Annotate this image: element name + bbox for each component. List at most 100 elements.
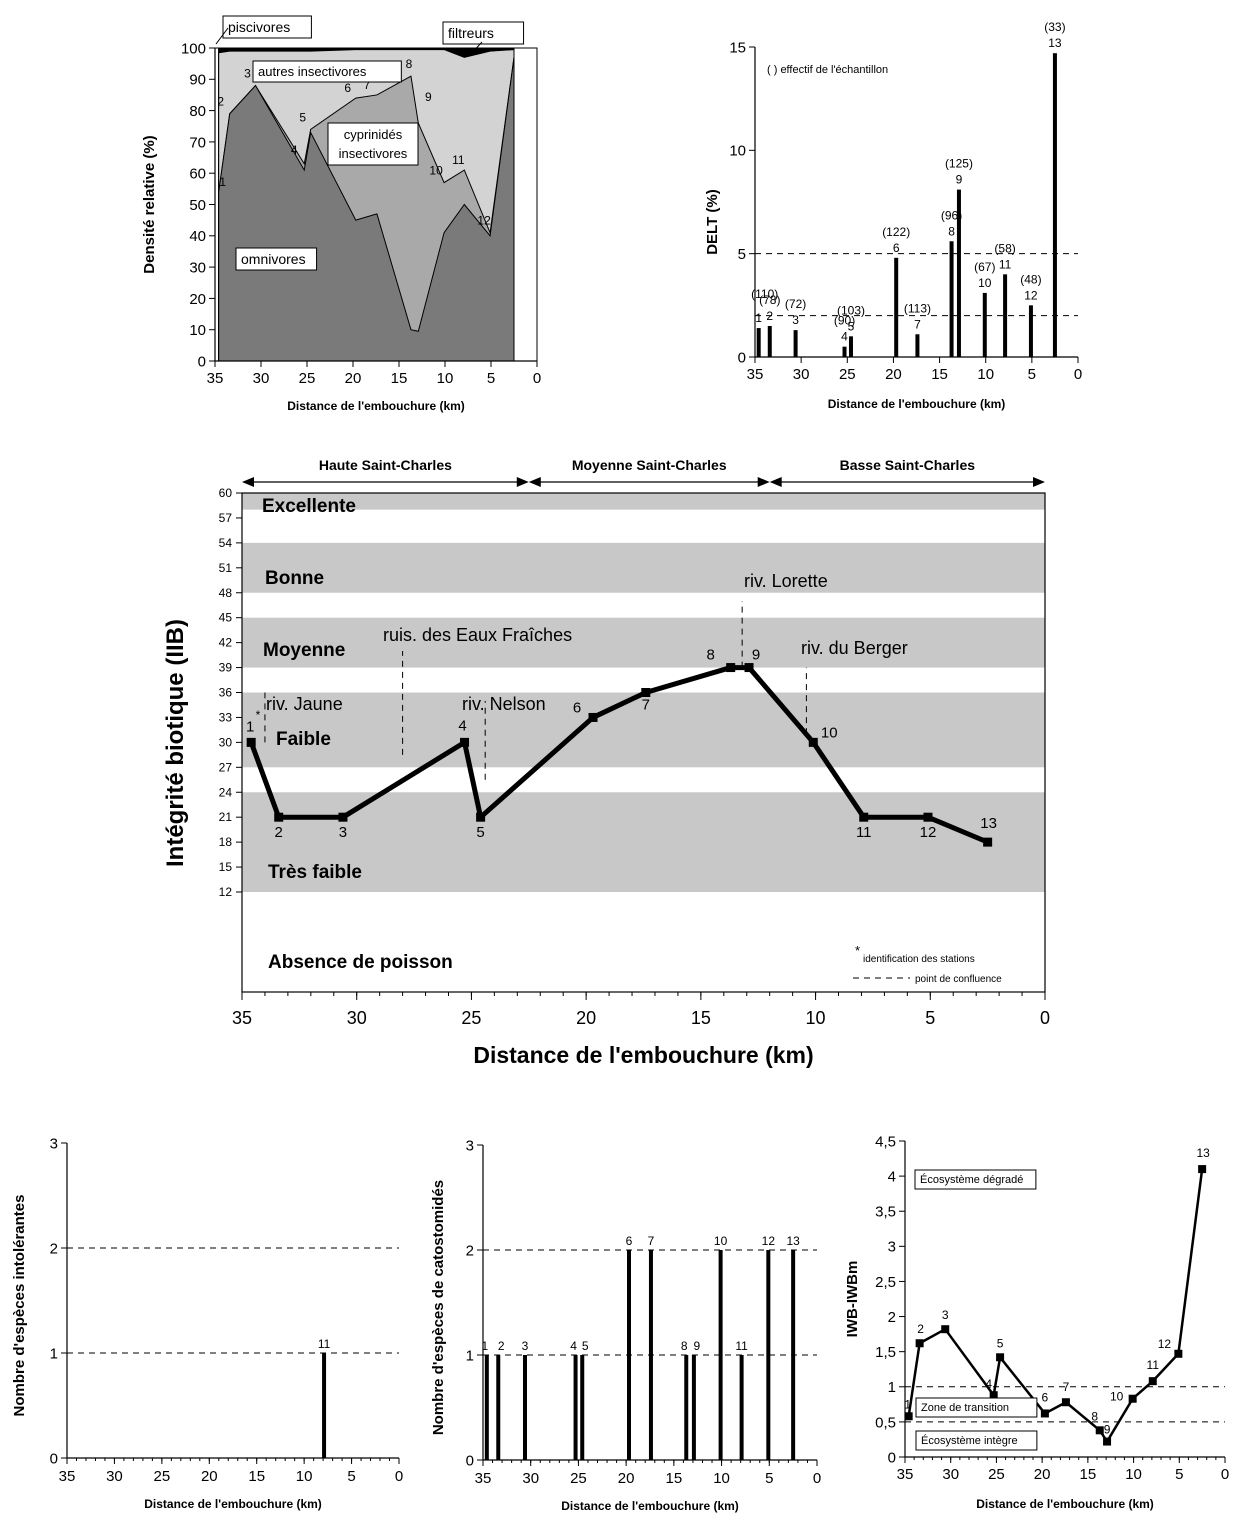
delt-station-label: 7 bbox=[914, 317, 921, 331]
iwb-point bbox=[989, 1391, 998, 1400]
iib-point bbox=[274, 812, 284, 822]
iib-y-tick-label: 18 bbox=[219, 835, 233, 849]
iwb-point bbox=[1103, 1437, 1112, 1446]
iib-legend-station: identification des stations bbox=[863, 954, 975, 965]
density-label-autres: autres insectivores bbox=[252, 60, 402, 83]
iib-band-label: Faible bbox=[276, 729, 331, 750]
iwb-zone-transition: Zone de transition bbox=[915, 1397, 1038, 1418]
delt-y-tick-label: 15 bbox=[729, 39, 746, 56]
iib-y-tick-label: 12 bbox=[219, 885, 233, 899]
iwb-point bbox=[915, 1339, 924, 1348]
delt-y-tick-label: 5 bbox=[738, 246, 746, 263]
iib-section-label: Basse Saint-Charles bbox=[840, 457, 976, 473]
catostomids-bar bbox=[718, 1250, 723, 1460]
density-x-tick-label: 15 bbox=[391, 370, 408, 387]
iib-station-label: 12 bbox=[920, 824, 937, 841]
intolerant-x-tick-label: 5 bbox=[347, 1468, 355, 1485]
iib-y-tick-label: 36 bbox=[219, 686, 233, 700]
delt-bar bbox=[756, 328, 761, 357]
density-station-label: 5 bbox=[299, 110, 306, 124]
density-y-tick-label: 0 bbox=[198, 353, 206, 370]
iib-point bbox=[641, 688, 651, 697]
iib-y-tick-label: 48 bbox=[219, 586, 233, 600]
iwb-y-tick-label: 4,5 bbox=[875, 1133, 896, 1150]
iib-station-label: 10 bbox=[821, 724, 838, 741]
density-station-label: 11 bbox=[452, 153, 465, 167]
iib-section-arrowhead bbox=[528, 477, 541, 487]
delt-bar bbox=[1028, 305, 1033, 357]
density-y-tick-label: 60 bbox=[189, 166, 206, 183]
delt-count-label: (48) bbox=[1020, 272, 1041, 286]
iib-station-label: 6 bbox=[573, 699, 581, 716]
iib-point bbox=[588, 712, 598, 722]
iib-x-tick-label: 35 bbox=[232, 1008, 252, 1028]
density-label-cyprinides-line: insectivores bbox=[339, 146, 408, 161]
iib-band-label: Moyenne bbox=[263, 640, 345, 661]
catostomids-x-tick-label: 30 bbox=[522, 1470, 539, 1487]
density-x-label: Distance de l'embouchure (km) bbox=[287, 399, 465, 413]
iib-section-label: Haute Saint-Charles bbox=[319, 457, 452, 473]
density-station-label: 1 bbox=[219, 175, 226, 189]
delt-station-label: 1 bbox=[755, 311, 762, 325]
iwb-point bbox=[1128, 1394, 1137, 1403]
density-x-tick-label: 20 bbox=[345, 370, 362, 387]
catostomids-y-tick-label: 2 bbox=[466, 1242, 474, 1259]
iwb-y-tick-label: 0,5 bbox=[875, 1414, 896, 1431]
iwb-zone-degraded-box bbox=[914, 1169, 1037, 1190]
catostomids-bar bbox=[522, 1355, 527, 1460]
intolerant-y-tick-label: 2 bbox=[50, 1240, 58, 1257]
iib-point bbox=[476, 812, 486, 822]
iib-station-label: 4 bbox=[458, 717, 466, 734]
density-y-tick-label: 70 bbox=[189, 134, 206, 151]
catostomids-station-label: 13 bbox=[786, 1234, 800, 1248]
iib-station-label: 9 bbox=[752, 647, 760, 664]
delt-x-tick-label: 15 bbox=[931, 366, 948, 383]
intolerant-y-label: Nombre d'espèces intolérantes bbox=[11, 1195, 28, 1417]
density-label-piscivores-box bbox=[222, 15, 312, 39]
catostomids-bar bbox=[580, 1355, 585, 1460]
delt-x-tick-label: 35 bbox=[747, 366, 764, 383]
iib-y-tick-label: 39 bbox=[219, 661, 233, 675]
density-y-tick-label: 80 bbox=[189, 103, 206, 120]
delt-station-label: 6 bbox=[893, 241, 900, 255]
catostomids-bar bbox=[739, 1355, 744, 1460]
density-station-label: 3 bbox=[244, 67, 251, 81]
catostomids-x-tick-label: 15 bbox=[666, 1470, 683, 1487]
catostomids-station-label: 8 bbox=[681, 1339, 688, 1353]
density-x-tick-label: 5 bbox=[487, 370, 495, 387]
iib-legend-star: * bbox=[855, 943, 860, 958]
iib-band bbox=[242, 692, 1045, 768]
catostomids-x-tick-label: 20 bbox=[618, 1470, 635, 1487]
iib-station-label: 3 bbox=[339, 824, 347, 841]
delt-count-label: (125) bbox=[945, 157, 973, 171]
iwb-station-label: 3 bbox=[942, 1308, 949, 1322]
iwb-zone-intact-box bbox=[915, 1430, 1038, 1451]
iwb-zone-intact-text: Écosystème intègre bbox=[921, 1434, 1018, 1447]
iib-confluence-label: riv. Nelson bbox=[462, 694, 546, 714]
iwb-x-tick-label: 15 bbox=[1080, 1466, 1097, 1483]
iib-y-tick-label: 60 bbox=[219, 486, 233, 500]
iib-x-label: Distance de l'embouchure (km) bbox=[473, 1042, 813, 1068]
catostomids-bar bbox=[791, 1250, 796, 1460]
catostomids-bar bbox=[496, 1355, 501, 1460]
density-y-tick-label: 10 bbox=[189, 322, 206, 339]
delt-station-label: 12 bbox=[1024, 288, 1038, 302]
iib-x-tick-label: 30 bbox=[347, 1008, 367, 1028]
iib-section-arrowhead bbox=[242, 477, 254, 487]
density-x-tick-label: 30 bbox=[253, 370, 270, 387]
iib-confluence-label: ruis. des Eaux Fraîches bbox=[383, 625, 572, 645]
intolerant-y-tick-label: 0 bbox=[50, 1450, 58, 1467]
density-y-tick-label: 50 bbox=[189, 197, 206, 214]
delt-bar bbox=[1003, 274, 1008, 357]
iib-station-label: 2 bbox=[275, 824, 283, 841]
iwb-y-tick-label: 1 bbox=[888, 1379, 896, 1396]
delt-x-tick-label: 30 bbox=[793, 366, 810, 383]
iwb-station-label: 10 bbox=[1110, 1390, 1124, 1404]
delt-station-label: 10 bbox=[978, 276, 992, 290]
density-station-label: 10 bbox=[429, 164, 443, 178]
catostomids-station-label: 9 bbox=[694, 1339, 701, 1353]
delt-station-label: 13 bbox=[1048, 36, 1062, 50]
iwb-point bbox=[941, 1325, 950, 1334]
density-label-autres-text: autres insectivores bbox=[258, 64, 367, 79]
iwb-station-label: 1 bbox=[904, 1397, 911, 1411]
